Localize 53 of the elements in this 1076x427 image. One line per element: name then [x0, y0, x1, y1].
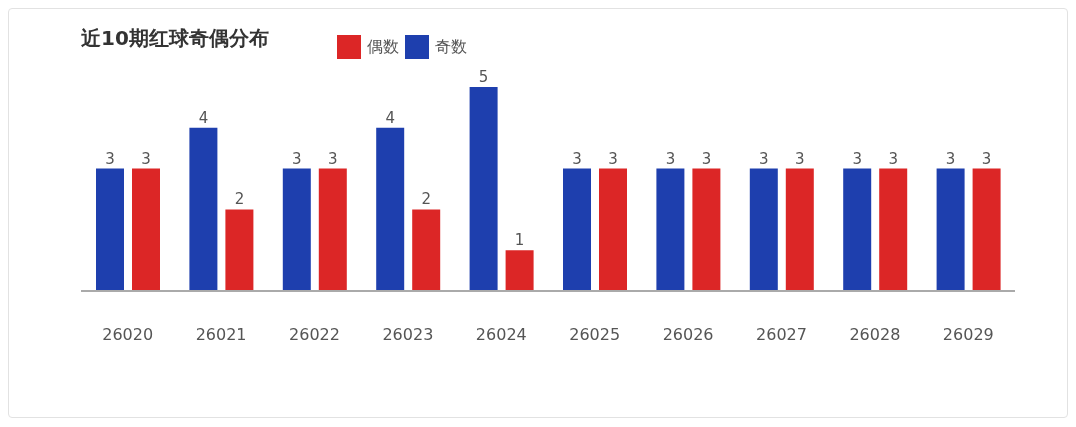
data-label: 5 — [478, 68, 489, 86]
bar — [505, 250, 534, 291]
x-tick-label: 26027 — [756, 325, 807, 345]
data-label: 2 — [421, 190, 431, 209]
legend-label: 奇数 — [435, 36, 467, 58]
bar — [469, 87, 498, 291]
data-label: 2 — [234, 190, 245, 209]
bar — [318, 168, 347, 291]
x-tick-label: 26028 — [849, 325, 901, 345]
bar — [879, 168, 908, 291]
bar — [282, 168, 311, 291]
data-label: 3 — [292, 149, 302, 168]
bar — [563, 168, 591, 291]
data-label: 1 — [514, 231, 525, 250]
bar — [189, 127, 218, 291]
x-tick-label: 26021 — [195, 325, 247, 345]
x-tick-label: 26025 — [569, 325, 621, 345]
x-tick-label: 26024 — [475, 325, 527, 345]
bar — [692, 168, 721, 291]
x-tick-label: 26029 — [942, 325, 994, 345]
chart-title: 近10期红球奇偶分布 — [81, 25, 269, 52]
bar — [936, 168, 965, 291]
data-label: 3 — [759, 149, 769, 168]
x-tick-label: 26020 — [102, 325, 154, 345]
bar — [132, 168, 160, 291]
bar — [225, 209, 254, 291]
x-tick-label: 26023 — [382, 325, 434, 345]
bar — [412, 209, 441, 291]
data-label: 3 — [795, 149, 805, 168]
data-label: 3 — [852, 149, 862, 168]
data-label: 3 — [665, 149, 676, 168]
data-label: 3 — [328, 149, 338, 168]
data-label: 3 — [888, 149, 898, 168]
data-label: 3 — [105, 149, 115, 168]
legend-label: 偶数 — [367, 36, 399, 58]
bar — [749, 168, 778, 291]
bar — [656, 168, 685, 291]
data-label: 4 — [198, 108, 209, 127]
bar — [843, 168, 872, 291]
bar — [376, 127, 405, 291]
data-label: 4 — [385, 108, 395, 127]
bar — [785, 168, 814, 291]
data-label: 3 — [572, 149, 582, 168]
data-label: 3 — [701, 149, 712, 168]
x-tick-label: 26026 — [662, 325, 714, 345]
bar — [972, 168, 1001, 291]
bar — [96, 168, 124, 291]
x-tick-label: 26022 — [289, 325, 340, 345]
data-label: 3 — [945, 149, 956, 168]
data-label: 3 — [141, 149, 151, 168]
bar — [599, 168, 627, 291]
data-label: 3 — [608, 149, 618, 168]
data-label: 3 — [981, 149, 992, 168]
